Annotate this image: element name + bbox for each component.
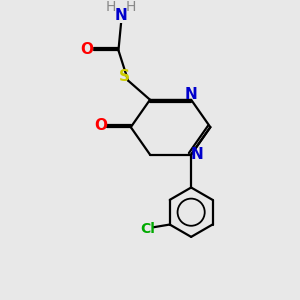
Text: N: N [115,8,128,23]
Text: H: H [126,0,136,14]
Text: N: N [185,87,197,102]
Text: N: N [190,147,203,162]
Text: O: O [94,118,107,133]
Text: H: H [106,0,116,14]
Text: Cl: Cl [140,222,155,236]
Text: S: S [118,69,129,84]
Text: O: O [80,41,93,56]
